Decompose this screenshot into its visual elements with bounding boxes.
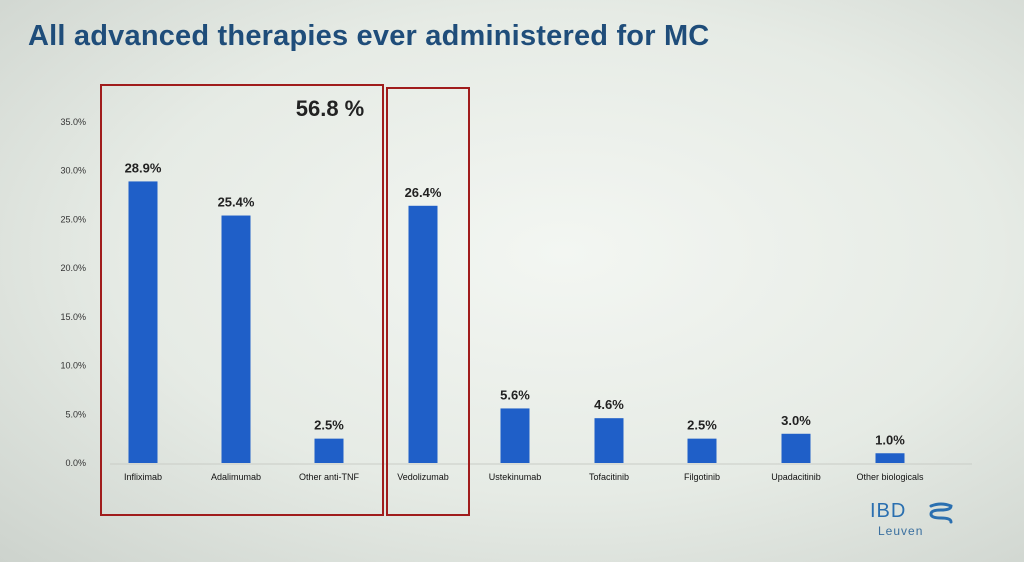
data-label: 25.4% — [218, 195, 255, 210]
highlight-box-vedolizumab — [386, 87, 470, 516]
y-tick-label: 10.0% — [60, 361, 86, 371]
data-label: 2.5% — [687, 418, 717, 433]
bar — [128, 181, 158, 463]
category-label: Adalimumab — [211, 472, 261, 482]
category-label: Upadacitinib — [771, 472, 821, 482]
bar — [408, 205, 438, 463]
bars — [128, 181, 905, 463]
y-tick-label: 20.0% — [60, 263, 86, 273]
data-label: 1.0% — [875, 432, 905, 447]
data-label: 3.0% — [781, 413, 811, 428]
data-label: 28.9% — [125, 160, 162, 175]
highlight-box-anti-tnf — [100, 84, 384, 516]
bar — [314, 438, 344, 463]
category-label: Other biologicals — [856, 472, 924, 482]
category-label: Ustekinumab — [489, 472, 542, 482]
y-tick-label: 30.0% — [60, 166, 86, 176]
data-label: 26.4% — [405, 185, 442, 200]
category-label: Vedolizumab — [397, 472, 449, 482]
data-label: 5.6% — [500, 387, 530, 402]
category-label: Tofacitinib — [589, 472, 629, 482]
logo-text: IBD — [870, 500, 907, 522]
bar — [875, 453, 905, 463]
data-label: 4.6% — [594, 397, 624, 412]
data-label: 2.5% — [314, 418, 344, 433]
y-tick-label: 0.0% — [65, 458, 86, 468]
data-labels: 28.9% 25.4% 2.5% 26.4% 5.6% 4.6% 2.5% 3.0% 1.0% — [125, 160, 906, 447]
category-label: Other anti-TNF — [299, 472, 360, 482]
logo-subtext: Leuven — [878, 524, 924, 538]
bar — [221, 215, 251, 463]
bar — [687, 438, 717, 463]
y-tick-label: 5.0% — [65, 409, 86, 419]
category-labels: Infliximab Adalimumab Other anti-TNF Vedoli… — [124, 472, 924, 482]
y-tick-label: 35.0% — [60, 117, 86, 127]
logo-gut-icon — [929, 502, 953, 524]
y-axis: 0.0% 5.0% 10.0% 15.0% 20.0% 25.0% 30.0% 35.0% — [60, 117, 86, 468]
ibd-leuven-logo: IBD Leuven — [870, 500, 970, 540]
y-tick-label: 25.0% — [60, 214, 86, 224]
anti-tnf-total-label: 56.8 % — [296, 96, 365, 121]
y-tick-label: 15.0% — [60, 312, 86, 322]
bar — [500, 408, 530, 463]
slide-title: All advanced therapies ever administered… — [28, 20, 710, 52]
category-label: Infliximab — [124, 472, 162, 482]
bar — [594, 418, 624, 463]
bar — [781, 433, 811, 463]
category-label: Filgotinib — [684, 472, 720, 482]
